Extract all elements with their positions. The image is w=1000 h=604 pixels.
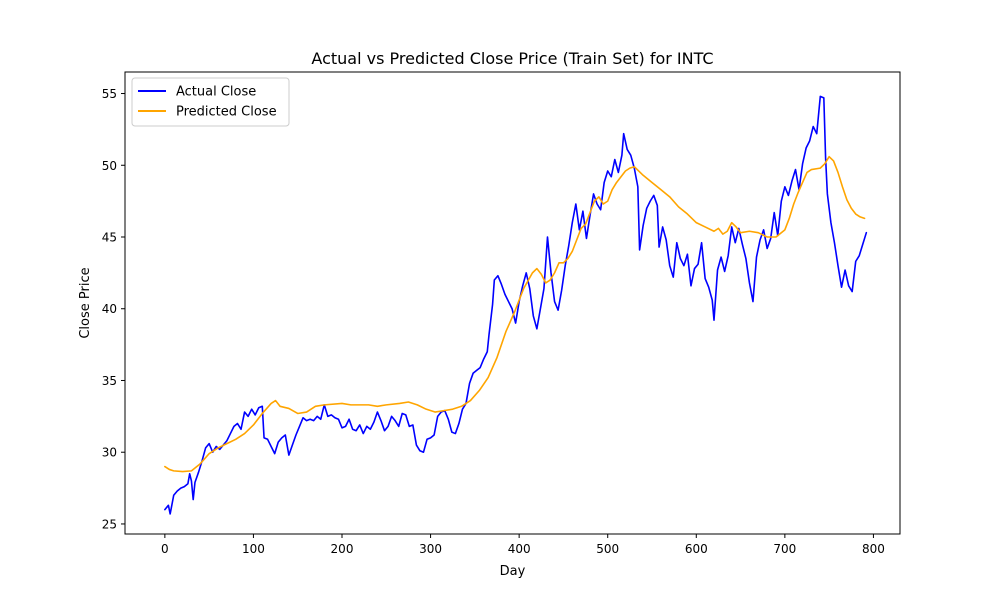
legend: Actual Close Predicted Close <box>131 77 290 127</box>
axes-frame <box>124 71 901 535</box>
y-tick-label: 25 <box>102 517 117 531</box>
y-tick-label: 50 <box>102 159 117 173</box>
y-tick-label: 35 <box>102 374 117 388</box>
x-axis-label: Day <box>500 564 526 579</box>
x-tick-label: 300 <box>419 542 442 556</box>
x-axis: 0 100 200 300 400 500 600 700 800 <box>161 534 885 556</box>
y-tick-label: 30 <box>102 446 117 460</box>
chart-title: Actual vs Predicted Close Price (Train S… <box>311 49 713 68</box>
x-tick-label: 500 <box>596 542 619 556</box>
x-tick-label: 800 <box>862 542 885 556</box>
x-tick-label: 0 <box>161 542 169 556</box>
x-tick-label: 700 <box>773 542 796 556</box>
plot-area: 0 100 200 300 400 500 600 700 800 25 30 35 40 45 50 55 <box>102 71 901 556</box>
series-layer <box>164 95 868 515</box>
legend-label: Predicted Close <box>176 105 277 120</box>
y-tick-label: 40 <box>102 302 117 316</box>
y-axis: 25 30 35 40 45 50 55 <box>102 87 125 531</box>
legend-box <box>131 77 290 127</box>
y-axis-label: Close Price <box>78 267 93 338</box>
y-tick-label: 55 <box>102 87 117 101</box>
series-line-1 <box>164 95 868 515</box>
series-line-2 <box>164 155 866 473</box>
x-tick-label: 600 <box>685 542 708 556</box>
legend-label: Actual Close <box>176 85 256 100</box>
x-tick-label: 400 <box>508 542 531 556</box>
y-tick-label: 45 <box>102 231 117 245</box>
x-tick-label: 100 <box>242 542 265 556</box>
x-tick-label: 200 <box>331 542 354 556</box>
